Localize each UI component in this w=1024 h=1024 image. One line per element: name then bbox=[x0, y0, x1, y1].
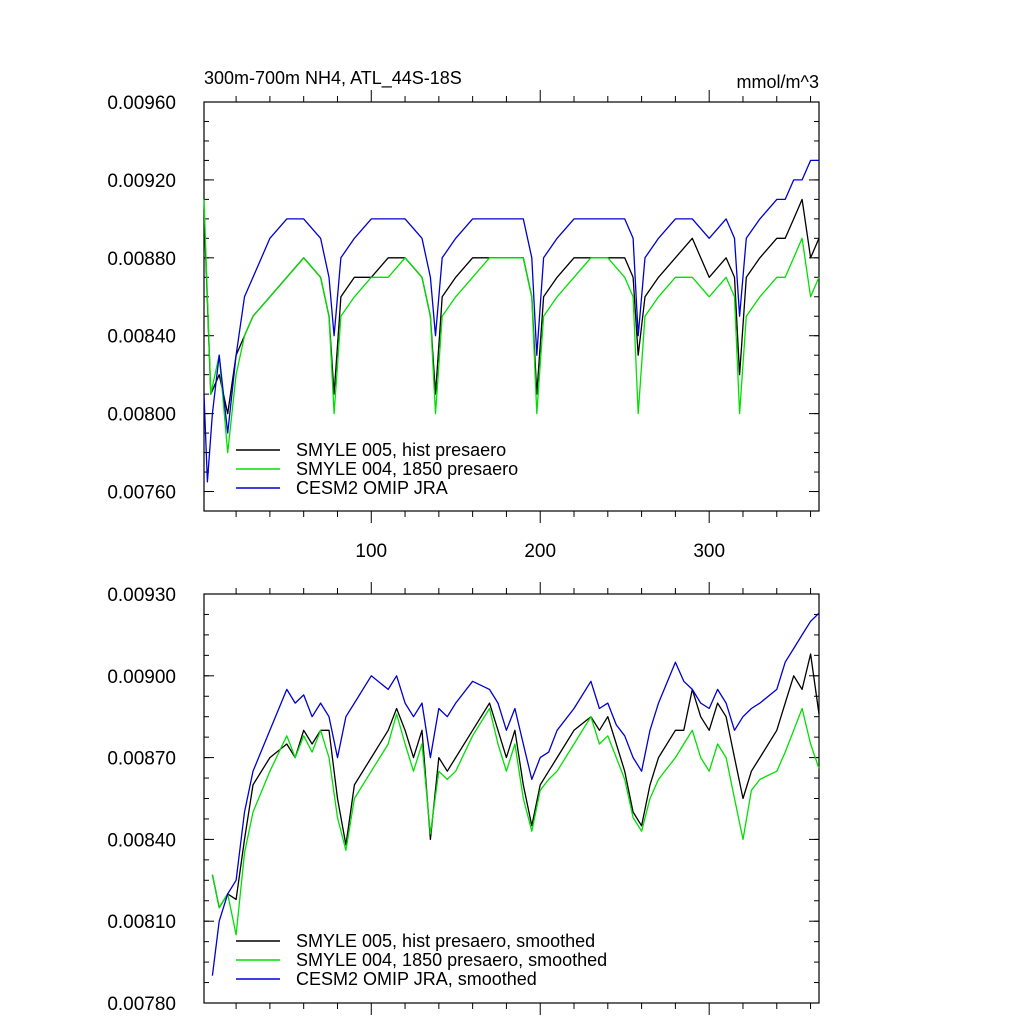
series-line-smyle-004 bbox=[203, 199, 820, 454]
series-line-smyle-004 bbox=[211, 707, 820, 936]
y-tick-label: 0.00840 bbox=[107, 327, 176, 348]
y-axis: 0.00780 0.00810 0.00840 0.00870 0.00900 0.009… bbox=[107, 585, 819, 1015]
x-axis: 100 200 300 bbox=[235, 90, 812, 562]
chart-panel-top: 300m-700m NH4, ATL_44S-18S mmol/m^3 0.00… bbox=[107, 68, 820, 562]
legend-label: SMYLE 004, 1850 presaero bbox=[296, 459, 518, 479]
legend-label: CESM2 OMIP JRA, smoothed bbox=[296, 969, 537, 989]
y-tick-label: 0.00880 bbox=[107, 249, 176, 270]
chart-units: mmol/m^3 bbox=[737, 72, 819, 92]
chart-panel-bottom: 0.00780 0.00810 0.00840 0.00870 0.00900 0.009… bbox=[107, 582, 820, 1015]
x-axis bbox=[235, 582, 812, 1015]
x-tick-label: 100 bbox=[355, 541, 387, 562]
y-tick-label: 0.00920 bbox=[107, 171, 176, 192]
legend-label: SMYLE 005, hist presaero bbox=[296, 440, 506, 460]
y-tick-label: 0.00870 bbox=[107, 749, 176, 770]
y-tick-label: 0.00800 bbox=[107, 405, 176, 426]
legend-label: SMYLE 005, hist presaero, smoothed bbox=[296, 931, 595, 951]
plot-frame bbox=[203, 101, 820, 512]
y-tick-label: 0.00900 bbox=[107, 667, 176, 688]
series-lines bbox=[203, 159, 820, 483]
series-line-cesm2-omip-jra bbox=[211, 612, 820, 976]
legend: SMYLE 005, hist presaero, smoothedSMYLE … bbox=[236, 931, 607, 989]
y-tick-label: 0.00760 bbox=[107, 483, 176, 504]
y-tick-label: 0.00810 bbox=[107, 912, 176, 933]
series-line-cesm2-omip-jra bbox=[203, 159, 819, 483]
series-lines bbox=[211, 612, 820, 976]
y-tick-label: 0.00960 bbox=[107, 93, 176, 114]
y-tick-label: 0.00780 bbox=[107, 994, 176, 1015]
y-tick-label: 0.00840 bbox=[107, 830, 176, 851]
legend-label: SMYLE 004, 1850 presaero, smoothed bbox=[296, 950, 607, 970]
x-tick-label: 300 bbox=[693, 541, 725, 562]
chart-title: 300m-700m NH4, ATL_44S-18S bbox=[204, 68, 462, 89]
y-tick-label: 0.00930 bbox=[107, 585, 176, 606]
x-tick-label: 200 bbox=[524, 541, 556, 562]
legend-label: CESM2 OMIP JRA bbox=[296, 478, 448, 498]
series-line-smyle-005 bbox=[211, 653, 820, 909]
